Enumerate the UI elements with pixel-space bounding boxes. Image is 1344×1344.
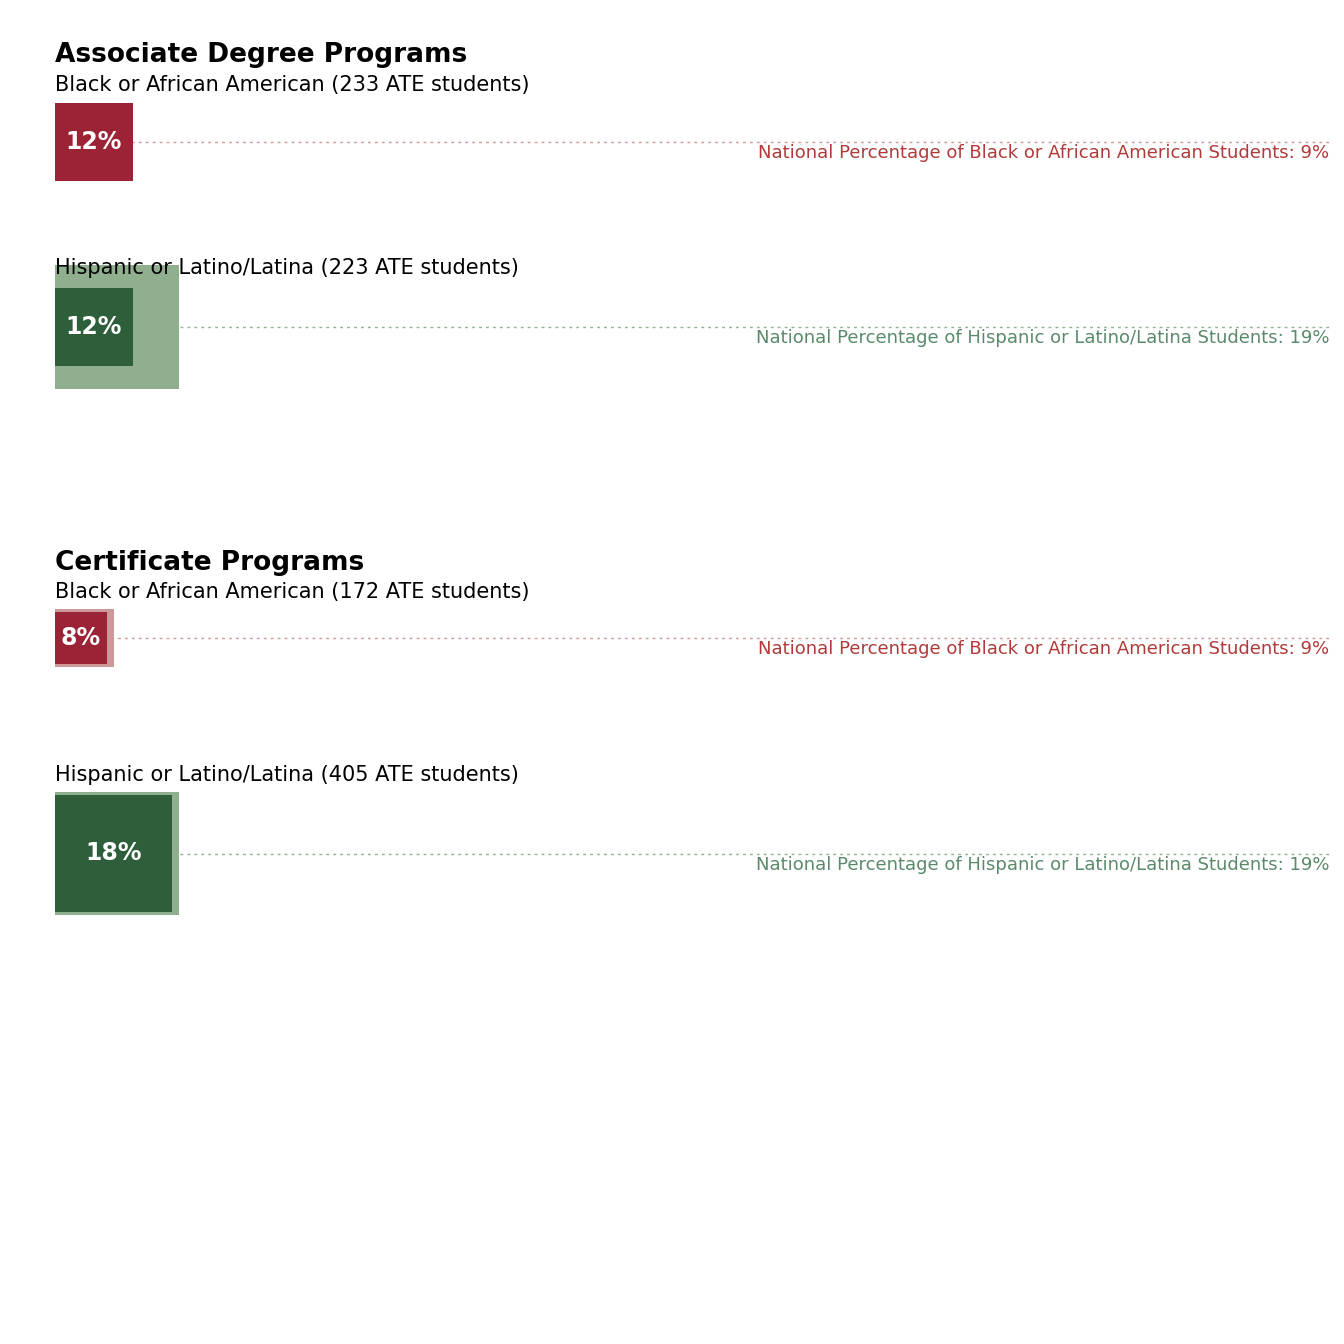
Text: Black or African American (233 ATE students): Black or African American (233 ATE stude… [55, 75, 530, 95]
Bar [55, 103, 133, 181]
Text: Certificate Programs: Certificate Programs [55, 550, 364, 577]
Text: 12%: 12% [66, 314, 122, 339]
Text: Hispanic or Latino/Latina (405 ATE students): Hispanic or Latino/Latina (405 ATE stude… [55, 765, 519, 785]
Bar [55, 113, 113, 171]
Text: National Percentage of Hispanic or Latino/Latina Students: 19%: National Percentage of Hispanic or Latin… [755, 856, 1329, 874]
Text: Black or African American (172 ATE students): Black or African American (172 ATE stude… [55, 582, 530, 602]
Text: National Percentage of Black or African American Students: 9%: National Percentage of Black or African … [758, 144, 1329, 163]
Bar [55, 609, 113, 667]
Text: National Percentage of Black or African American Students: 9%: National Percentage of Black or African … [758, 640, 1329, 659]
Text: Associate Degree Programs: Associate Degree Programs [55, 42, 468, 69]
Text: National Percentage of Hispanic or Latino/Latina Students: 19%: National Percentage of Hispanic or Latin… [755, 329, 1329, 347]
Text: 18%: 18% [85, 841, 141, 866]
Bar [55, 612, 108, 664]
Bar [55, 796, 172, 913]
Bar [55, 288, 133, 366]
Text: Hispanic or Latino/Latina (223 ATE students): Hispanic or Latino/Latina (223 ATE stude… [55, 258, 519, 278]
Bar [55, 792, 179, 915]
Text: 12%: 12% [66, 130, 122, 155]
Bar [55, 265, 179, 388]
Text: 8%: 8% [60, 626, 101, 650]
